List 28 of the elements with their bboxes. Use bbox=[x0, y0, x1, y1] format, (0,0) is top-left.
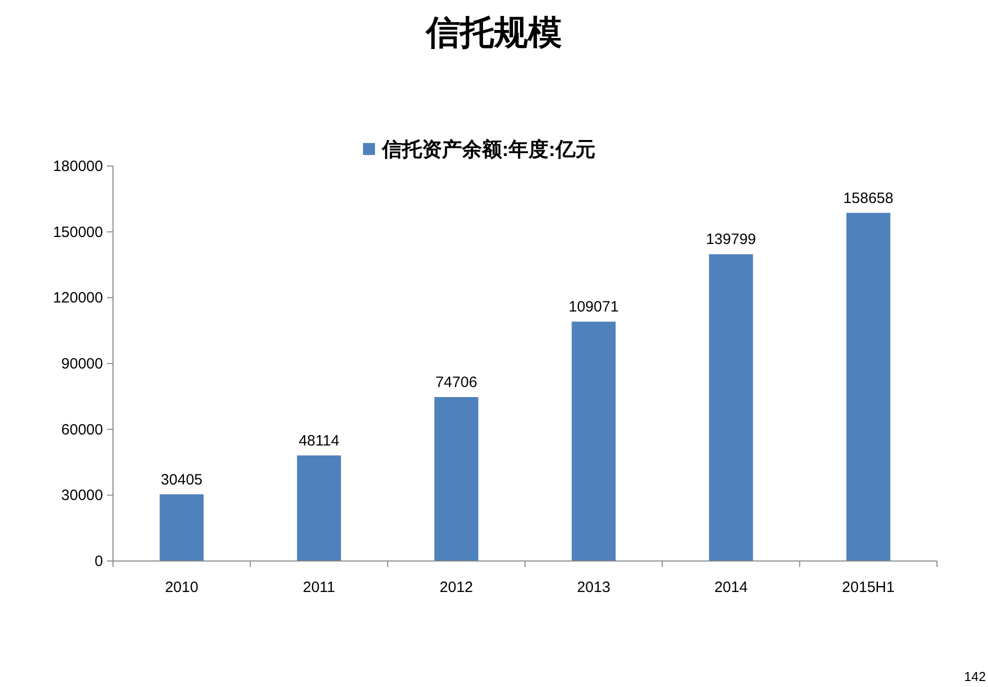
y-tick-label: 0 bbox=[94, 553, 103, 570]
x-tick-label: 2014 bbox=[714, 579, 748, 596]
x-tick-label: 2011 bbox=[302, 579, 336, 596]
bar bbox=[572, 322, 616, 561]
y-tick-label: 90000 bbox=[61, 356, 103, 372]
y-tick-label: 180000 bbox=[52, 158, 103, 175]
y-tick-label: 30000 bbox=[61, 487, 103, 504]
text: 142 bbox=[964, 669, 986, 684]
legend-label: 信托资产余额:年度:亿元 bbox=[381, 138, 596, 161]
y-tick-label: 120000 bbox=[52, 290, 103, 307]
y-tick-label: 150000 bbox=[52, 224, 103, 241]
data-label: 48114 bbox=[298, 432, 340, 450]
bar bbox=[297, 455, 341, 561]
y-tick-label: 60000 bbox=[61, 421, 103, 438]
x-tick-label: 2010 bbox=[164, 579, 198, 596]
bar bbox=[160, 494, 204, 561]
data-label: 74706 bbox=[435, 374, 478, 392]
x-tick-label: 2012 bbox=[440, 579, 474, 596]
data-label: 109071 bbox=[568, 298, 619, 316]
data-label: 139799 bbox=[706, 231, 756, 248]
bar bbox=[709, 254, 753, 561]
x-tick-label: 2013 bbox=[576, 579, 610, 596]
x-tick-label: 2015H1 bbox=[842, 579, 895, 596]
bar bbox=[434, 397, 478, 561]
data-label: 158658 bbox=[843, 190, 894, 207]
chart-title: 信托规模 bbox=[424, 14, 562, 52]
data-label: 30405 bbox=[160, 471, 203, 488]
bar bbox=[846, 212, 890, 561]
